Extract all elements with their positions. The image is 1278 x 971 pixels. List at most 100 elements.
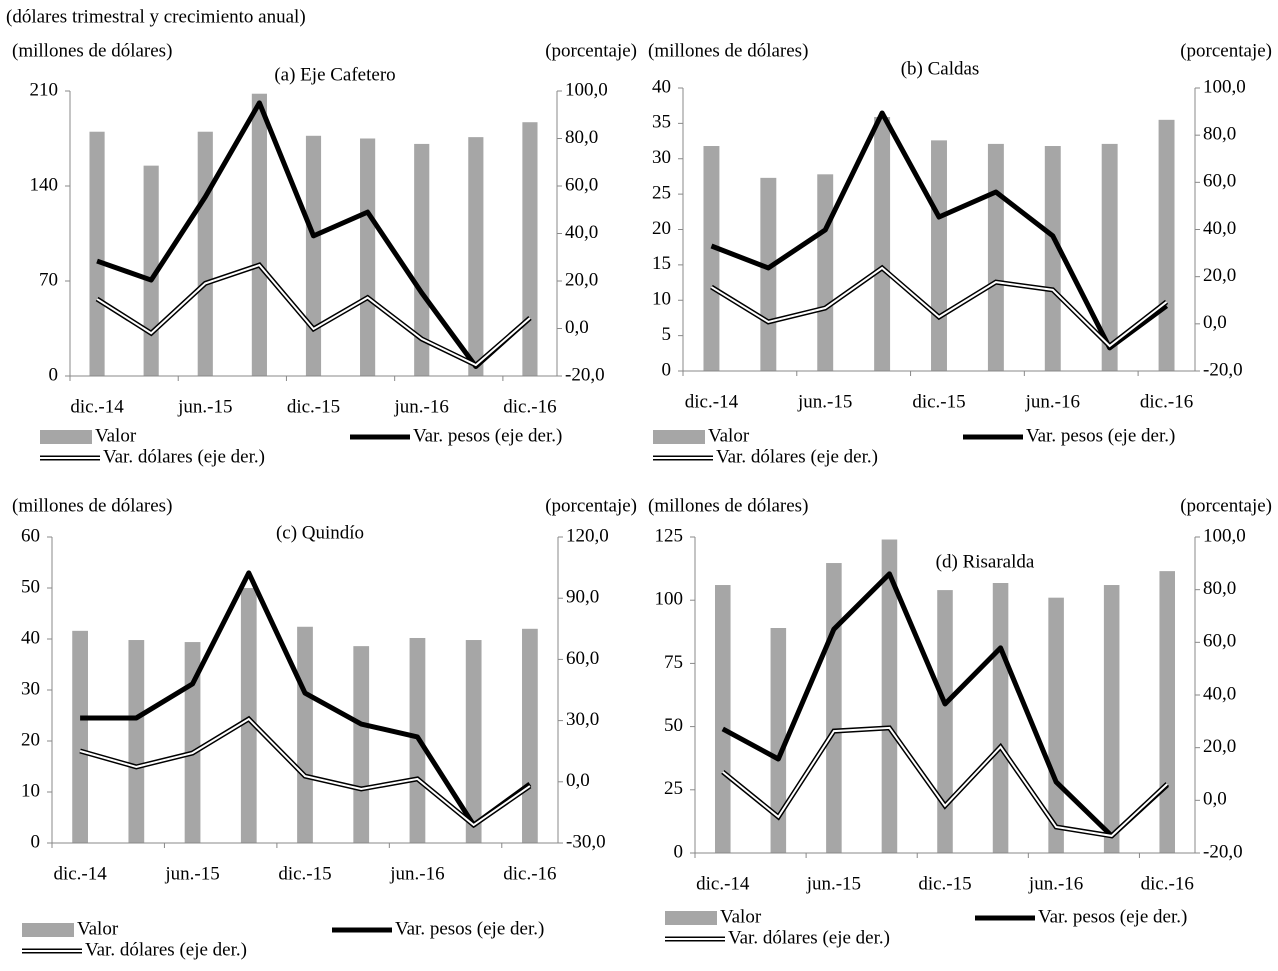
y2-tick-label: 0,0 [566,770,590,791]
x-tick-label: jun.-15 [177,396,232,417]
y-tick-label: 10 [652,289,671,310]
bar [1044,146,1061,371]
bar [987,143,1004,371]
y-tick-label: 60 [21,525,40,546]
bar [72,630,88,843]
y-tick-label: 20 [21,729,40,750]
y2-tick-label: 90,0 [566,587,599,608]
y2-tick-label: 0,0 [565,317,589,338]
y-tick-label: 0 [31,831,41,852]
x-tick-label: dic.-14 [70,396,124,417]
legend-label: Var. pesos (eje der.) [1026,425,1175,446]
y2-tick-label: 100,0 [565,79,608,100]
legend-label: Valor [708,425,750,446]
y-tick-label: 0 [662,359,672,380]
legend-label: Valor [95,425,137,446]
y2-tick-label: 60,0 [566,648,599,669]
legend-swatch [653,430,705,444]
y-tick-label: 40 [21,627,40,648]
legend-swatch [665,911,717,925]
y2-axis-label: (porcentaje) [545,40,637,61]
y2-axis-label: (porcentaje) [545,495,637,516]
legend-swatch [40,430,92,444]
line [721,571,1169,839]
y-tick-label: 100 [655,589,684,610]
x-tick-label: dic.-14 [685,391,739,412]
bar [874,117,891,371]
line [710,110,1169,351]
y-tick-label: 0 [49,364,59,385]
x-tick-label: jun.-16 [1025,391,1080,412]
bar [1158,119,1175,372]
line-inner [96,263,531,367]
bar [817,174,834,371]
x-tick-label: dic.-15 [287,396,340,417]
x-tick-label: jun.-15 [797,391,852,412]
legend-swatch [22,923,74,937]
bar [143,165,159,376]
bar [251,93,267,376]
x-tick-label: jun.-16 [1028,873,1083,894]
y2-tick-label: 20,0 [1203,265,1236,286]
bar [353,646,370,843]
chart-title: (c) Quindío [276,522,364,543]
x-tick-label: jun.-16 [389,863,444,884]
y-tick-label: 75 [664,652,683,673]
y2-tick-label: 100,0 [1203,76,1246,97]
y2-tick-label: 0,0 [1203,312,1227,333]
chart-title: (a) Eje Cafetero [274,64,395,85]
y2-tick-label: 20,0 [565,269,598,290]
y-tick-label: 35 [652,112,671,133]
y-axis-label: (millones de dólares) [648,40,808,61]
y-tick-label: 50 [664,715,683,736]
x-tick-label: dic.-16 [1141,873,1194,894]
y-tick-label: 25 [652,182,671,203]
y-tick-label: 210 [30,79,59,100]
x-tick-label: dic.-14 [53,863,107,884]
chart-title: (b) Caldas [901,58,980,79]
y-tick-label: 125 [655,525,684,546]
bar [465,640,482,843]
x-tick-label: dic.-15 [278,863,331,884]
bar [414,143,430,376]
bar [881,539,898,853]
line [96,100,532,369]
bar [184,642,201,843]
bar [826,563,842,853]
y-axis-label: (millones de dólares) [12,40,172,61]
bar [715,585,731,853]
bar [297,626,313,843]
x-tick-label: dic.-16 [1140,391,1193,412]
y-tick-label: 10 [21,780,40,801]
bar [1159,571,1175,853]
bar [992,583,1009,853]
bar [931,140,947,371]
y-tick-label: 30 [652,147,671,168]
y-tick-label: 15 [652,253,671,274]
y2-tick-label: 0,0 [1203,789,1227,810]
y2-tick-label: 60,0 [565,174,598,195]
y2-tick-label: 40,0 [565,222,598,243]
line-inner [722,726,1168,837]
x-tick-label: dic.-14 [696,873,750,894]
y-tick-label: 30 [21,678,40,699]
y-axis-label: (millones de dólares) [12,495,172,516]
bar [240,588,257,843]
line-inner [79,717,531,827]
bar [1048,597,1064,853]
bar [89,131,105,376]
y2-axis-label: (porcentaje) [1180,495,1272,516]
bar [1103,585,1120,853]
legend-label: Var. pesos (eje der.) [395,918,544,939]
bar [1101,143,1118,371]
y2-tick-label: 40,0 [1203,683,1236,704]
bar [360,138,376,376]
y2-tick-label: 100,0 [1203,525,1246,546]
y-tick-label: 20 [652,218,671,239]
bar [197,131,213,376]
y2-axis-label: (porcentaje) [1180,40,1272,61]
y2-tick-label: 30,0 [566,709,599,730]
legend-label: Var. dólares (eje der.) [728,927,890,948]
legend-label: Valor [720,906,762,927]
